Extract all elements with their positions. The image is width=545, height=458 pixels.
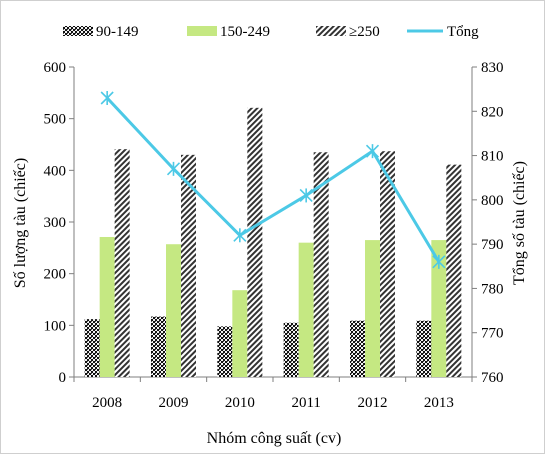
legend-item-ge-250: ≥250 xyxy=(316,24,380,40)
total-line-series xyxy=(100,91,446,269)
total-line xyxy=(106,96,441,263)
bar-90149-2011 xyxy=(283,322,299,377)
total-marker-2011 xyxy=(299,188,313,203)
y-tick-label-right: 830 xyxy=(481,60,504,76)
y-tick-label-left: 400 xyxy=(44,163,67,179)
total-marker-2010 xyxy=(233,228,247,243)
bar-90149-2013 xyxy=(416,320,432,377)
legend: 90-149 150-249 ≥250 Tổng xyxy=(63,24,479,40)
y-tick-label-right: 760 xyxy=(481,370,504,386)
y-tick-label-left: 500 xyxy=(44,112,67,128)
y-tick-label-left: 100 xyxy=(44,318,67,334)
y-tick-label-right: 780 xyxy=(481,281,504,297)
bar-150249-2009 xyxy=(166,244,181,377)
bar-90149-2010 xyxy=(217,326,233,377)
y-tick-label-right: 770 xyxy=(481,326,504,342)
y-tick-label-right: 810 xyxy=(481,149,504,165)
y-tick-label-left: 0 xyxy=(59,370,67,386)
bar-150249-2013 xyxy=(431,240,447,377)
total-marker-2009 xyxy=(166,161,181,176)
total-marker-2013 xyxy=(432,254,446,269)
bar-150249-2012 xyxy=(365,240,380,377)
tick-labels: 0 100 200 300 400 500 600 760 770 780 790 800 810 820… xyxy=(44,60,504,411)
legend-label-90-149: 90-149 xyxy=(96,24,139,40)
legend-swatch-90-149 xyxy=(63,26,93,36)
legend-swatch-150-249 xyxy=(187,26,217,36)
legend-swatch-ge-250 xyxy=(316,26,346,36)
bar-90149-2008 xyxy=(84,319,100,377)
y-tick-label-right: 820 xyxy=(481,104,504,120)
y-tick-label-left: 200 xyxy=(44,267,67,283)
y-tick-label-right: 800 xyxy=(481,193,504,209)
x-tick-label: 2008 xyxy=(92,395,122,411)
x-axis-title: Nhóm công suất (cv) xyxy=(207,430,342,447)
y-tick-label-right: 790 xyxy=(481,237,504,253)
legend-item-150-249: 150-249 xyxy=(187,24,270,40)
legend-label-150-249: 150-249 xyxy=(220,24,270,40)
legend-label-tong: Tổng xyxy=(447,24,479,40)
bar-150249-2008 xyxy=(99,236,115,377)
y-tick-label-left: 600 xyxy=(44,60,67,76)
bar-250-2009 xyxy=(181,154,196,377)
x-tick-label: 2010 xyxy=(225,395,255,411)
bar-150249-2011 xyxy=(298,242,314,377)
bar-250-2008 xyxy=(114,149,130,377)
x-tick-label: 2013 xyxy=(424,395,454,411)
total-marker-2012 xyxy=(365,144,380,159)
axes xyxy=(69,66,477,382)
bars xyxy=(84,107,462,378)
bar-250-2010 xyxy=(247,107,263,378)
y-tick-label-left: 300 xyxy=(44,215,67,231)
bar-90149-2009 xyxy=(151,316,166,377)
bar-250-2012 xyxy=(380,151,395,377)
total-marker-2008 xyxy=(100,91,114,105)
legend-label-ge-250: ≥250 xyxy=(349,24,380,40)
x-tick-label: 2012 xyxy=(358,395,388,411)
legend-item-tong: Tổng xyxy=(407,24,479,40)
y-axis-title-left: Số lượng tàu (chiếc) xyxy=(12,158,29,288)
legend-item-90-149: 90-149 xyxy=(63,24,139,40)
bar-150249-2010 xyxy=(232,290,248,377)
x-tick-label: 2009 xyxy=(159,395,189,411)
x-tick-label: 2011 xyxy=(291,395,320,411)
bar-250-2011 xyxy=(313,152,329,377)
bar-90149-2012 xyxy=(350,320,365,377)
y-axis-title-right: Tổng số tàu (chiếc) xyxy=(511,161,528,285)
bar-250-2013 xyxy=(446,164,462,377)
